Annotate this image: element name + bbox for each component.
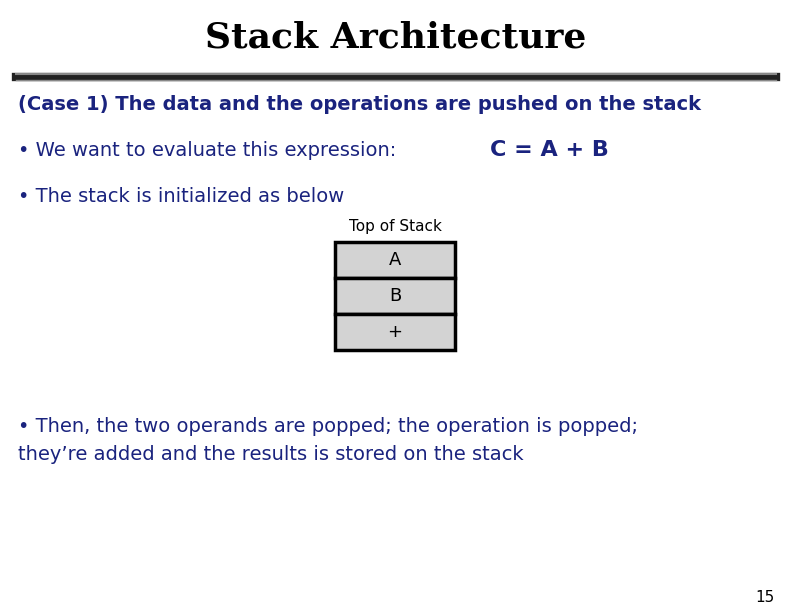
Bar bbox=[335, 278, 455, 314]
Text: +: + bbox=[387, 323, 402, 341]
Text: they’re added and the results is stored on the stack: they’re added and the results is stored … bbox=[18, 444, 524, 463]
Text: B: B bbox=[389, 287, 401, 305]
Text: (Case 1) The data and the operations are pushed on the stack: (Case 1) The data and the operations are… bbox=[18, 94, 701, 113]
Text: 15: 15 bbox=[756, 589, 775, 605]
Text: • We want to evaluate this expression:: • We want to evaluate this expression: bbox=[18, 141, 396, 160]
Text: • Then, the two operands are popped; the operation is popped;: • Then, the two operands are popped; the… bbox=[18, 417, 638, 436]
Bar bbox=[335, 314, 455, 350]
Text: C = A + B: C = A + B bbox=[490, 140, 609, 160]
Text: • The stack is initialized as below: • The stack is initialized as below bbox=[18, 187, 345, 206]
Text: Top of Stack: Top of Stack bbox=[348, 220, 441, 234]
Text: A: A bbox=[389, 251, 402, 269]
Text: Stack Architecture: Stack Architecture bbox=[205, 20, 587, 54]
Bar bbox=[335, 242, 455, 278]
